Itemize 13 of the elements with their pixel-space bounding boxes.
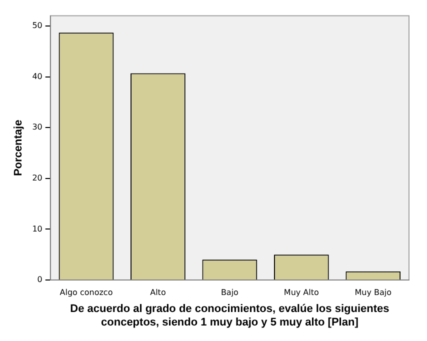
x-tick-label: Muy Bajo bbox=[354, 288, 392, 297]
y-tick-label: 10 bbox=[32, 224, 42, 234]
x-tick-label: Algo conozco bbox=[60, 288, 113, 297]
y-tick-label: 40 bbox=[32, 72, 42, 81]
x-axis-title: De acuerdo al grado de conocimientos, evalúe los siguientes conceptos, siendo 1 muy bajo y 5 muy alto [Plan] bbox=[70, 303, 390, 328]
y-tick-label: 30 bbox=[32, 122, 42, 132]
y-tick-label: 0 bbox=[37, 275, 42, 284]
x-tick-label: Alto bbox=[150, 288, 166, 297]
x-tick-label: Bajo bbox=[220, 288, 239, 297]
y-axis-title: Porcentaje bbox=[12, 120, 25, 176]
y-tick-label: 20 bbox=[32, 173, 42, 182]
y-tick-label: 50 bbox=[32, 21, 42, 30]
x-tick-label: Muy Alto bbox=[284, 288, 320, 297]
